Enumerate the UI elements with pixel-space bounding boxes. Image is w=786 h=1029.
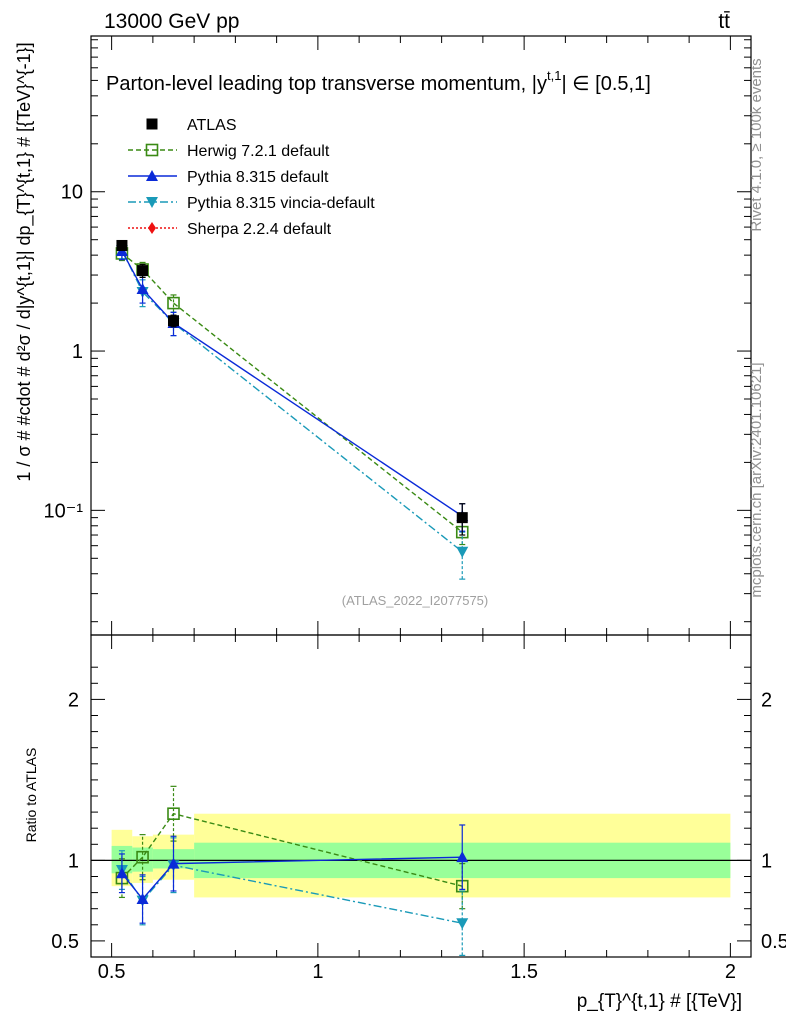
process-label: tt̄ [718,10,730,33]
ratio-point-vincia [456,918,469,930]
ratio-point-herwig [167,807,180,821]
ratio-series-pythia [115,824,469,924]
data-point-atlas [116,239,128,251]
legend-marker-herwig [145,143,159,157]
legend-marker-vincia [146,197,158,208]
ratio-point-pythia [456,851,469,863]
ratio-point-pythia [167,857,180,869]
plot-title: Parton-level leading top transverse mome… [106,68,651,95]
data-point-atlas [168,315,179,327]
data-point-vincia [456,546,469,558]
ratio-line-pythia [121,856,463,901]
legend-marker-sherpa [148,222,156,234]
energy-label: 13000 GeV pp [104,10,239,33]
main-plot-panel: 10⁻¹ 1 10 [44,35,752,636]
plot-title-range: | ∈ [0.5,1] [561,73,650,95]
series-atlas [116,239,468,536]
data-point-herwig [167,296,180,310]
legend-label-pythia: Pythia 8.315 default [187,169,329,186]
x-tick-label: 2 [725,961,736,983]
ratio-point-pythia [115,867,128,879]
x-tick-label: 1.5 [510,961,538,983]
y-axis-label-main: 1 / σ # #cdot # d²σ / d|y^{t,1}| dp_{T}^… [14,42,35,481]
y-tick-label-main: 10 [61,182,83,204]
y-tick-label-main: 1 [72,341,83,363]
ratio-plot-panel: 0.5 0.5 1 1 2 2 0.5 1 1.5 2 [51,634,786,983]
ratio-point-herwig [136,850,149,864]
x-tick-label: 1 [312,961,323,983]
data-point-atlas [137,265,149,277]
legend-label-atlas: ATLAS [187,117,237,134]
x-axis-label: p_{T}^{t,1} # [{TeV}] [577,991,742,1012]
legend-label-vincia: Pythia 8.315 vincia-default [187,195,375,212]
y-tick-label-main: 10⁻¹ [44,500,84,522]
analysis-label: (ATLAS_2022_I2077575) [342,593,488,608]
data-point-atlas [456,512,468,524]
y-tick-label-ratio: 1 [68,850,79,872]
legend: ATLAS Herwig 7.2.1 default Pythia 8.315 de… [128,117,375,238]
y-tick-label-ratio: 0.5 [51,931,79,953]
y-tick-label-ratio-right: 1 [761,850,772,872]
plot-title-text: Parton-level leading top transverse mome… [106,73,547,95]
rivet-label: Rivet 4.1.0, ≥ 100k events [748,58,765,231]
legend-label-herwig: Herwig 7.2.1 default [187,143,330,160]
series-line-pythia [121,250,463,517]
ratio-line-herwig [121,812,463,887]
y-axis-label-ratio: Ratio to ATLAS [23,748,39,843]
legend-label-sherpa: Sherpa 2.2.4 default [187,221,332,238]
legend-marker-pythia [146,170,158,181]
x-tick-label: 0.5 [98,961,126,983]
mcplots-label: mcplots.cern.ch [arXiv:2401.10621] [748,362,765,597]
ratio-point-pythia [136,893,149,905]
legend-marker-atlas [146,118,158,130]
data-point-pythia [136,283,149,295]
y-tick-label-ratio-right: 2 [761,689,772,711]
series-line-herwig [121,252,463,533]
y-tick-label-ratio: 2 [68,689,79,711]
uncertainty-bands [111,813,731,898]
y-tick-label-ratio-right: 0.5 [761,931,786,953]
plot-title-sup: t,1 [547,68,561,83]
